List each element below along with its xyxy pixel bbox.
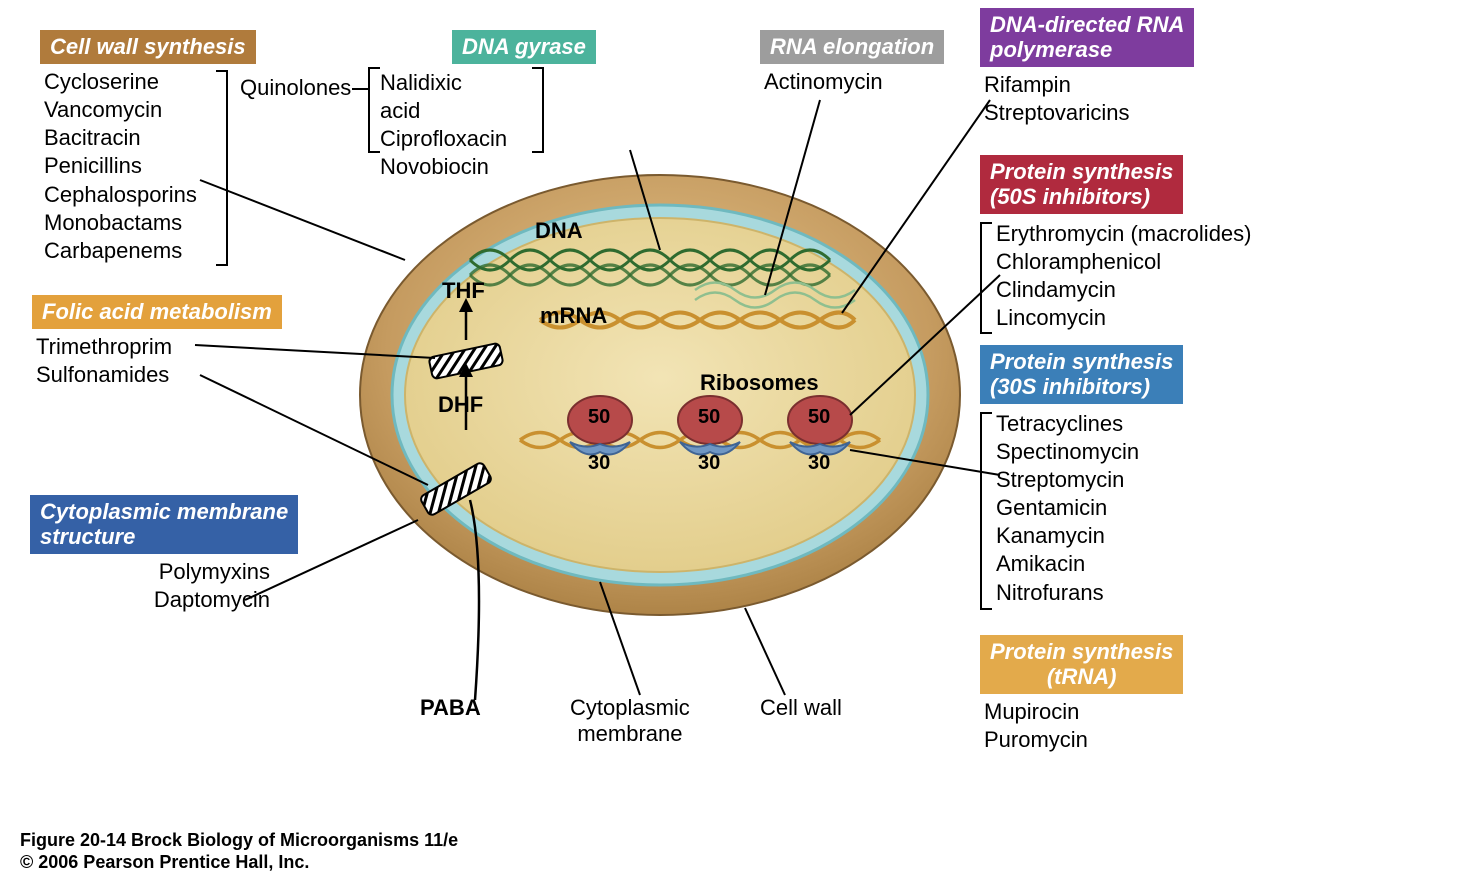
list-rnapol: RifampinStreptovaricins <box>984 71 1194 127</box>
drug-item: Rifampin <box>984 71 1194 99</box>
group-50s: Protein synthesis (50S inhibitors) Eryth… <box>980 155 1252 332</box>
drug-item: Kanamycin <box>996 522 1183 550</box>
drug-item: Daptomycin <box>30 586 270 614</box>
bracket-50s <box>980 222 992 334</box>
label-50-1: 50 <box>588 406 610 429</box>
title-rnaelong: RNA elongation <box>760 30 944 64</box>
group-folic: Folic acid metabolism TrimethroprimSulfo… <box>32 295 282 389</box>
drug-item: Clindamycin <box>996 276 1252 304</box>
title-cell-wall: Cell wall synthesis <box>40 30 256 64</box>
group-rnapol: DNA-directed RNA polymerase RifampinStre… <box>980 8 1194 127</box>
drug-item: Nitrofurans <box>996 579 1183 607</box>
line-cwlabel <box>745 608 785 695</box>
title-rnapol: DNA-directed RNA polymerase <box>980 8 1194 67</box>
title-folic: Folic acid metabolism <box>32 295 282 329</box>
drug-item: Gentamicin <box>996 494 1183 522</box>
list-trna: MupirocinPuromycin <box>984 698 1183 754</box>
label-30-2: 30 <box>698 452 720 475</box>
list-rnaelong: Actinomycin <box>764 68 944 96</box>
label-dhf: DHF <box>438 392 483 418</box>
title-30s: Protein synthesis (30S inhibitors) <box>980 345 1183 404</box>
drug-item: Novobiocin <box>380 153 507 181</box>
group-30s: Protein synthesis (30S inhibitors) Tetra… <box>980 345 1183 607</box>
label-50-3: 50 <box>808 406 830 429</box>
list-cytomem: PolymyxinsDaptomycin <box>30 558 270 614</box>
bracket-gyrase-l <box>368 67 380 153</box>
drug-item: Trimethroprim <box>36 333 282 361</box>
drug-item: Nalidixic acid <box>380 69 507 125</box>
drug-item: Chloramphenicol <box>996 248 1252 276</box>
caption-line1: Figure 20-14 Brock Biology of Microorgan… <box>20 830 458 852</box>
drug-item: Actinomycin <box>764 68 944 96</box>
label-ribosomes: Ribosomes <box>700 370 819 396</box>
figure-caption: Figure 20-14 Brock Biology of Microorgan… <box>20 830 458 873</box>
bracket-cell-wall <box>216 70 228 266</box>
list-30s: TetracyclinesSpectinomycinStreptomycinGe… <box>996 410 1183 607</box>
drug-item: Streptovaricins <box>984 99 1194 127</box>
caption-line2: © 2006 Pearson Prentice Hall, Inc. <box>20 852 458 874</box>
drug-item: Tetracyclines <box>996 410 1183 438</box>
arrow-dhf <box>459 363 473 377</box>
drug-item: Sulfonamides <box>36 361 282 389</box>
label-30-3: 30 <box>808 452 830 475</box>
gyrase-lead: Quinolones <box>240 75 351 101</box>
title-cytomem: Cytoplasmic membrane structure <box>30 495 298 554</box>
group-cell-wall: Cell wall synthesis CycloserineVancomyci… <box>40 30 256 265</box>
drug-item: Lincomycin <box>996 304 1252 332</box>
label-cytomem: Cytoplasmic membrane <box>570 695 690 747</box>
group-cytomem: Cytoplasmic membrane structure Polymyxin… <box>30 495 270 614</box>
gyrase-dash <box>352 88 368 90</box>
label-mrna: mRNA <box>540 303 607 329</box>
label-50-2: 50 <box>698 406 720 429</box>
label-paba: PABA <box>420 695 481 721</box>
drug-item: Polymyxins <box>30 558 270 586</box>
list-50s: Erythromycin (macrolides)Chloramphenicol… <box>996 220 1252 333</box>
list-folic: TrimethroprimSulfonamides <box>36 333 282 389</box>
label-dna: DNA <box>535 218 583 244</box>
drug-item: Puromycin <box>984 726 1183 754</box>
drug-item: Spectinomycin <box>996 438 1183 466</box>
drug-item: Erythromycin (macrolides) <box>996 220 1252 248</box>
group-rnaelong: RNA elongation Actinomycin <box>760 30 944 96</box>
group-trna: Protein synthesis (tRNA) MupirocinPuromy… <box>980 635 1183 754</box>
label-thf: THF <box>442 278 485 304</box>
drug-item: Ciprofloxacin <box>380 125 507 153</box>
title-50s: Protein synthesis (50S inhibitors) <box>980 155 1183 214</box>
label-cellwall-ptr: Cell wall <box>760 695 842 721</box>
title-trna: Protein synthesis (tRNA) <box>980 635 1183 694</box>
label-30-1: 30 <box>588 452 610 475</box>
list-gyrase: Nalidixic acidCiprofloxacinNovobiocin <box>380 69 507 182</box>
drug-item: Streptomycin <box>996 466 1183 494</box>
drug-item: Amikacin <box>996 550 1183 578</box>
bracket-gyrase-r <box>532 67 544 153</box>
title-gyrase: DNA gyrase <box>452 30 596 64</box>
drug-item: Mupirocin <box>984 698 1183 726</box>
bracket-30s <box>980 412 992 610</box>
